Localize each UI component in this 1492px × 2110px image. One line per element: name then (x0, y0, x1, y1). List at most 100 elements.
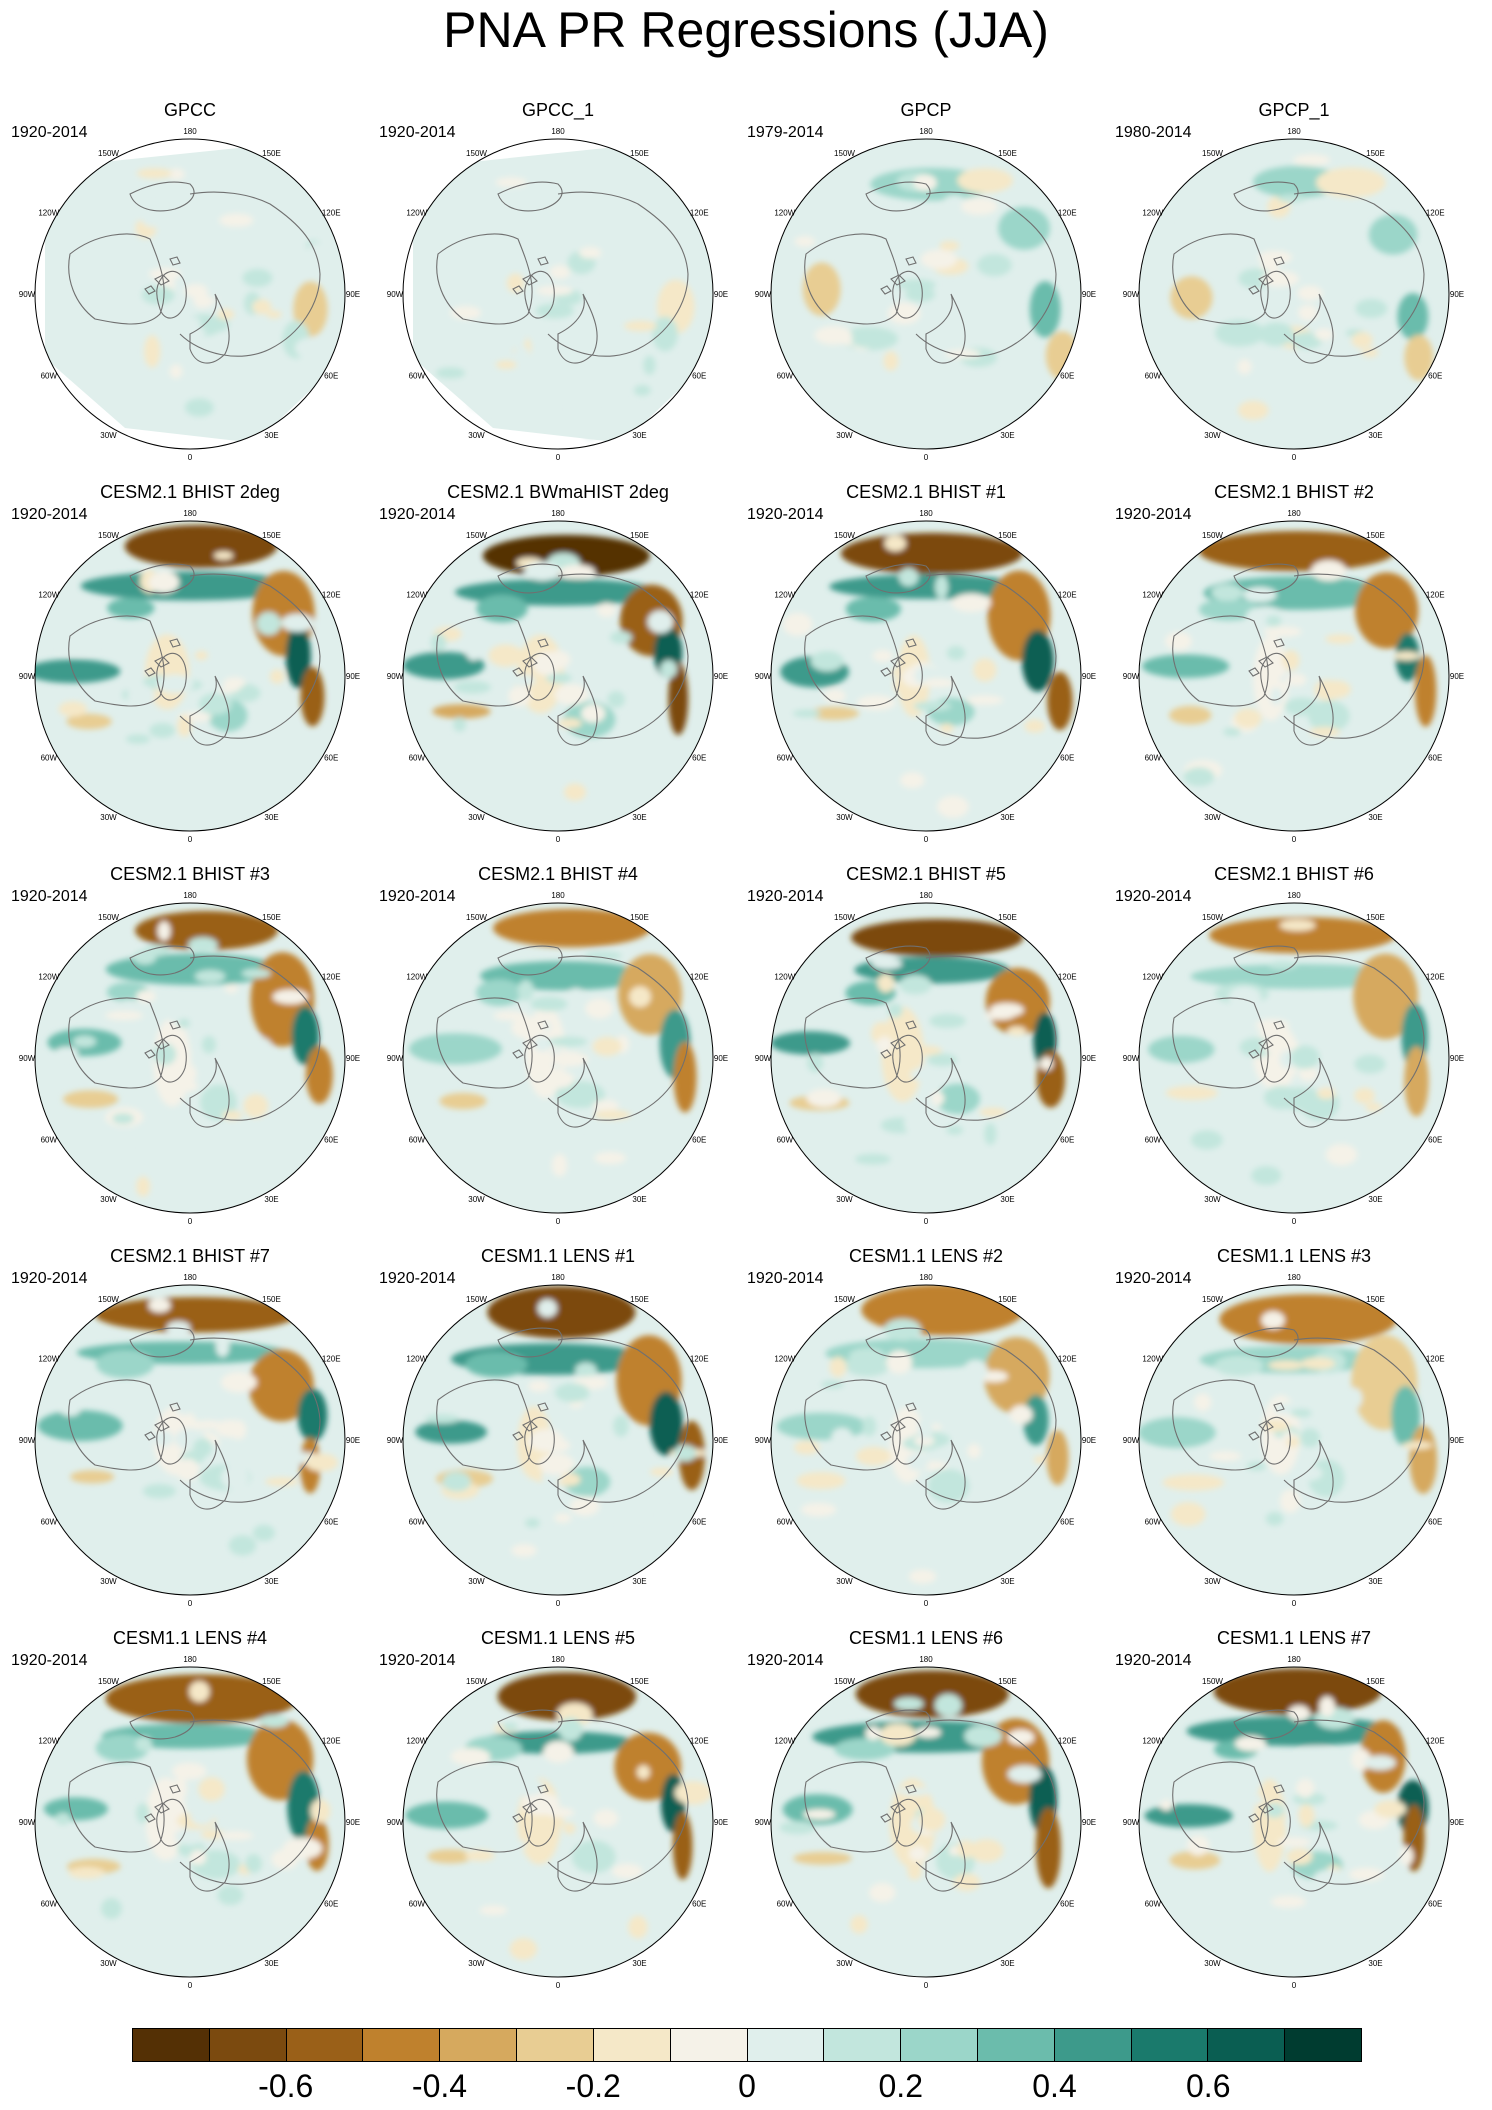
anomaly-blob (814, 325, 853, 345)
map-panel: 180 150E 120E 90E 60E 30E 0 30W 60W 90W 120W 150W GP… (373, 98, 743, 478)
anomaly-blob (1402, 1441, 1433, 1450)
anomaly-blob (153, 1430, 174, 1447)
longitude-label: 180 (183, 891, 197, 900)
anomaly-blob (855, 1670, 1009, 1718)
anomaly-blob (85, 1916, 118, 1935)
coastline (1172, 615, 1269, 707)
longitude-label: 120W (406, 591, 427, 600)
anomaly-blob (652, 316, 678, 352)
longitude-label: 120E (322, 1737, 341, 1746)
anomaly-blob (215, 1419, 245, 1438)
anomaly-blob (568, 398, 596, 421)
longitude-label: 150E (262, 1677, 281, 1686)
anomaly-blob (1214, 1355, 1264, 1376)
anomaly-blob (1270, 687, 1283, 706)
longitude-label: 150E (630, 913, 649, 922)
longitude-label: 180 (551, 509, 565, 518)
anomaly-blob (1309, 726, 1341, 737)
anomaly-blob (246, 1427, 278, 1448)
anomaly-blob (224, 984, 238, 994)
anomaly-blob (907, 1861, 922, 1881)
anomaly-blob (1290, 1408, 1312, 1418)
longitude-label: 90W (387, 1818, 404, 1827)
longitude-label: 150E (630, 1295, 649, 1304)
panel-years: 1980-2014 (1115, 124, 1192, 141)
panel-years: 1920-2014 (1115, 506, 1192, 523)
coastline (915, 955, 1057, 1121)
anomaly-blob (592, 1037, 622, 1056)
anomaly-blob (537, 1299, 558, 1318)
anomaly-blob (607, 691, 625, 708)
longitude-label: 30E (1000, 431, 1014, 440)
coastline (497, 563, 563, 594)
anomaly-blob (831, 1427, 853, 1448)
coastline (436, 1379, 533, 1471)
page-title: PNA PR Regressions (JJA) (443, 2, 1049, 58)
anomaly-blob (820, 1380, 844, 1389)
longitude-label: 30E (632, 813, 646, 822)
coastline (915, 191, 1057, 357)
anomaly-blob (476, 979, 523, 1006)
coastline (436, 615, 533, 707)
panel-title: CESM1.1 LENS #2 (848, 1246, 1004, 1266)
anomaly-blob (931, 1091, 945, 1106)
anomaly-blob (599, 373, 628, 393)
longitude-label: 60W (1145, 1136, 1162, 1145)
anomaly-blob (511, 1544, 537, 1557)
anomaly-blob (1258, 322, 1294, 347)
coastline (865, 1327, 931, 1358)
panel-title: CESM1.1 LENS #7 (1216, 1628, 1372, 1648)
anomaly-blob (72, 1035, 97, 1048)
panel-title: GPCC_1 (521, 100, 595, 120)
field-layer (1139, 139, 1449, 449)
coastline (804, 1761, 901, 1853)
longitude-label: 120E (322, 591, 341, 600)
longitude-label: 120W (1142, 973, 1163, 982)
map-panel: 180 150E 120E 90E 60E 30E 0 30W 60W 90W 120W 150W CE… (741, 862, 1111, 1242)
anomaly-blob (1297, 285, 1323, 301)
longitude-label: 0 (188, 1217, 193, 1226)
coastline (524, 653, 555, 701)
coastline (129, 945, 195, 976)
anomaly-blob (782, 612, 813, 636)
panel-years: 1920-2014 (379, 124, 456, 141)
longitude-label: 150W (466, 531, 487, 540)
longitude-label: 150E (262, 1295, 281, 1304)
anomaly-blob (124, 524, 278, 568)
longitude-label: 150E (630, 1677, 649, 1686)
longitude-label: 120E (1058, 591, 1077, 600)
anomaly-blob (1300, 1357, 1336, 1370)
anomaly-blob (1277, 193, 1307, 203)
coastlines (436, 563, 689, 746)
anomaly-blob (1315, 167, 1386, 198)
anomaly-blob (465, 1351, 528, 1378)
longitude-label: 120W (38, 591, 59, 600)
coastlines (804, 181, 1057, 364)
map-border (34, 138, 346, 450)
anomaly-blob (405, 1801, 489, 1829)
anomaly-blob (1325, 634, 1356, 644)
polar-map: 180 150E 120E 90E 60E 30E 0 30W 60W 90W 120W 150W (19, 1655, 360, 1990)
anomaly-blob (430, 633, 447, 653)
longitude-label: 0 (1292, 1599, 1297, 1608)
anomaly-blob (793, 1851, 852, 1865)
coastline (189, 1821, 230, 1892)
anomaly-blob (559, 564, 596, 580)
anomaly-blob (1361, 348, 1379, 358)
anomaly-blob (403, 651, 485, 680)
polar-map: 180 150E 120E 90E 60E 30E 0 30W 60W 90W 120W 150W (1123, 509, 1464, 844)
panel-title: CESM1.1 LENS #5 (480, 1628, 636, 1648)
anomaly-blob (575, 1362, 597, 1378)
longitude-label: 90E (1082, 1818, 1096, 1827)
anomaly-blob (673, 1041, 697, 1113)
anomaly-blob (1261, 660, 1287, 680)
colorbar-cell (286, 2029, 364, 2061)
coastline (1260, 653, 1291, 701)
anomaly-blob (969, 1839, 1004, 1863)
coastlines (68, 945, 321, 1128)
anomaly-blob (199, 316, 230, 333)
anomaly-blob (934, 1693, 962, 1717)
coastlines (68, 1327, 321, 1510)
anomaly-blob (415, 1420, 488, 1444)
anomaly-blob (551, 1816, 565, 1828)
